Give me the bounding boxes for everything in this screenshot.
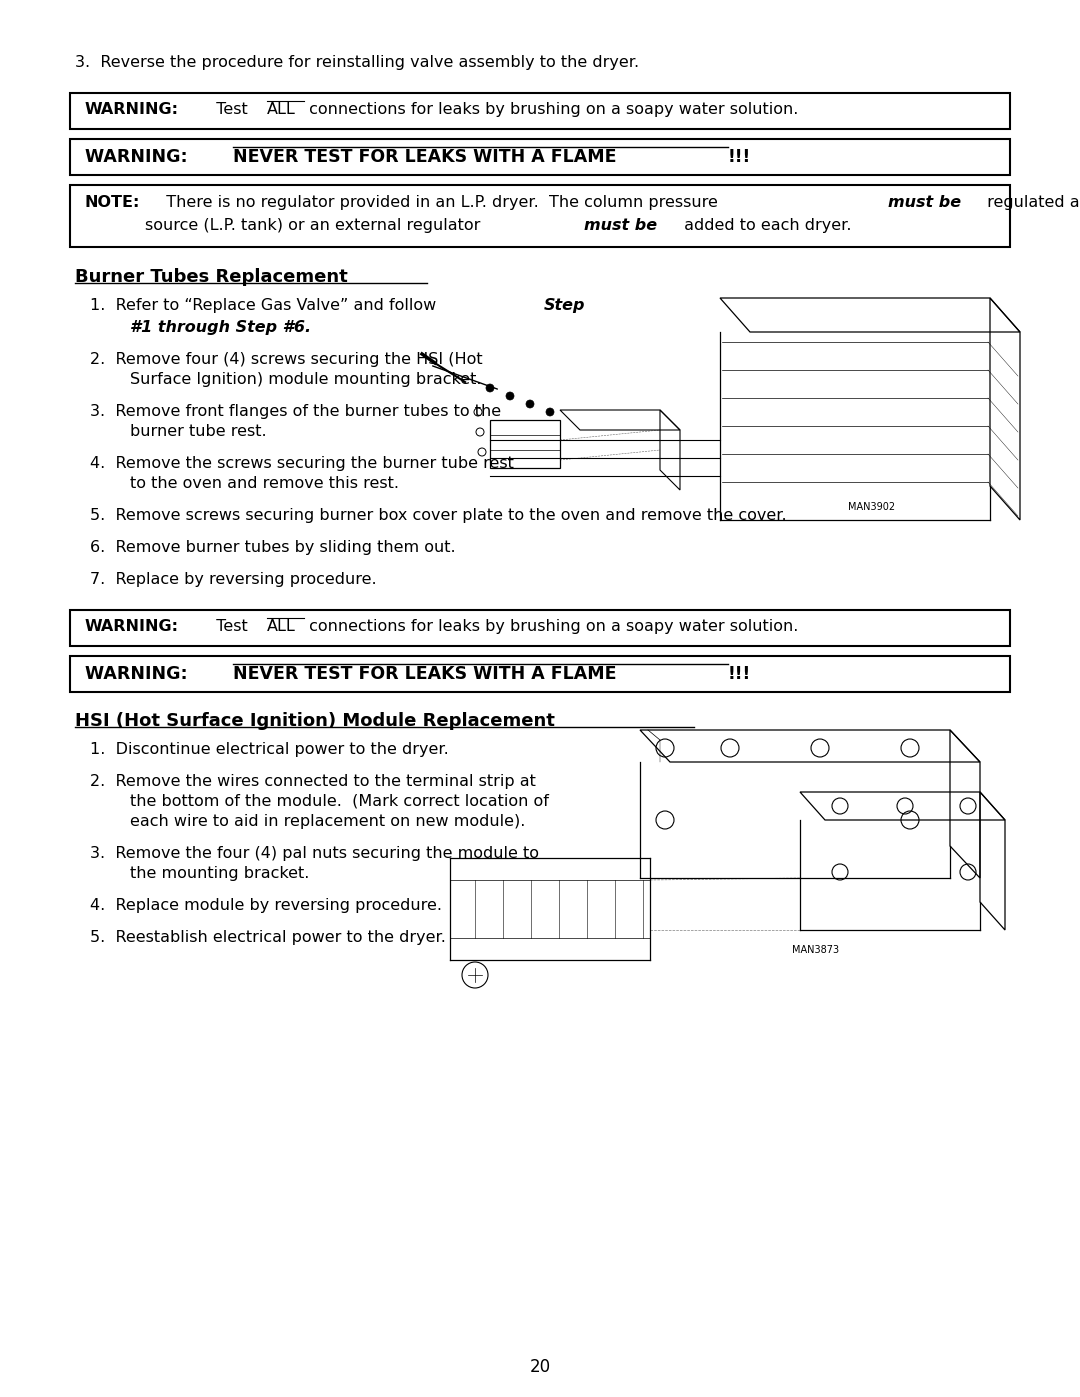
- Circle shape: [507, 393, 514, 400]
- Text: each wire to aid in replacement on new module).: each wire to aid in replacement on new m…: [130, 814, 525, 828]
- Text: Surface Ignition) module mounting bracket.: Surface Ignition) module mounting bracke…: [130, 372, 482, 387]
- Text: #1 through Step #6.: #1 through Step #6.: [130, 320, 311, 335]
- Text: WARNING:: WARNING:: [85, 148, 200, 166]
- Text: NOTE:: NOTE:: [85, 196, 140, 210]
- Text: 5.  Remove screws securing burner box cover plate to the oven and remove the cov: 5. Remove screws securing burner box cov…: [90, 509, 786, 522]
- Text: 5.  Reestablish electrical power to the dryer.: 5. Reestablish electrical power to the d…: [90, 930, 446, 944]
- Text: 4.  Remove the screws securing the burner tube rest: 4. Remove the screws securing the burner…: [90, 455, 514, 471]
- Text: added to each dryer.: added to each dryer.: [678, 218, 851, 233]
- Text: 4.  Replace module by reversing procedure.: 4. Replace module by reversing procedure…: [90, 898, 442, 914]
- Text: NEVER TEST FOR LEAKS WITH A FLAME: NEVER TEST FOR LEAKS WITH A FLAME: [233, 148, 617, 166]
- Text: WARNING:: WARNING:: [85, 102, 179, 117]
- Bar: [70, 657, 1010, 692]
- Text: Test: Test: [206, 619, 253, 634]
- Text: 3.  Remove front flanges of the burner tubes to the: 3. Remove front flanges of the burner tu…: [90, 404, 501, 419]
- Text: burner tube rest.: burner tube rest.: [130, 425, 267, 439]
- Text: There is no regulator provided in an L.P. dryer.  The column pressure: There is no regulator provided in an L.P…: [157, 196, 724, 210]
- Text: Burner Tubes Replacement: Burner Tubes Replacement: [75, 268, 348, 286]
- Text: Step: Step: [543, 298, 585, 313]
- Text: 3.  Remove the four (4) pal nuts securing the module to: 3. Remove the four (4) pal nuts securing…: [90, 847, 539, 861]
- Circle shape: [546, 408, 554, 416]
- Text: regulated at the: regulated at the: [983, 196, 1080, 210]
- Text: 7.  Replace by reversing procedure.: 7. Replace by reversing procedure.: [90, 571, 377, 587]
- Text: !!!: !!!: [728, 148, 751, 166]
- Text: source (L.P. tank) or an external regulator: source (L.P. tank) or an external regula…: [145, 218, 486, 233]
- Bar: [70, 610, 1010, 645]
- Bar: [70, 184, 1010, 247]
- Text: MAN3873: MAN3873: [792, 944, 839, 956]
- Text: MAN3902: MAN3902: [848, 502, 895, 511]
- Text: WARNING:: WARNING:: [85, 665, 200, 683]
- Text: 2.  Remove the wires connected to the terminal strip at: 2. Remove the wires connected to the ter…: [90, 774, 536, 789]
- Text: ALL: ALL: [267, 102, 296, 117]
- Text: Test: Test: [206, 102, 253, 117]
- Text: connections for leaks by brushing on a soapy water solution.: connections for leaks by brushing on a s…: [303, 619, 798, 634]
- Text: the mounting bracket.: the mounting bracket.: [130, 866, 309, 882]
- Text: 6.  Remove burner tubes by sliding them out.: 6. Remove burner tubes by sliding them o…: [90, 541, 456, 555]
- Text: to the oven and remove this rest.: to the oven and remove this rest.: [130, 476, 399, 490]
- Text: must be: must be: [584, 218, 658, 233]
- Text: 1.  Refer to “Replace Gas Valve” and follow: 1. Refer to “Replace Gas Valve” and foll…: [90, 298, 442, 313]
- Text: 1.  Discontinue electrical power to the dryer.: 1. Discontinue electrical power to the d…: [90, 742, 449, 757]
- Text: 2.  Remove four (4) screws securing the HSI (Hot: 2. Remove four (4) screws securing the H…: [90, 352, 483, 367]
- Text: connections for leaks by brushing on a soapy water solution.: connections for leaks by brushing on a s…: [303, 102, 798, 117]
- Bar: [70, 138, 1010, 175]
- Text: NEVER TEST FOR LEAKS WITH A FLAME: NEVER TEST FOR LEAKS WITH A FLAME: [233, 665, 617, 683]
- Bar: [70, 94, 1010, 129]
- Text: 3.  Reverse the procedure for reinstalling valve assembly to the dryer.: 3. Reverse the procedure for reinstallin…: [75, 54, 639, 70]
- Circle shape: [486, 384, 494, 393]
- Text: must be: must be: [888, 196, 961, 210]
- Text: ALL: ALL: [267, 619, 296, 634]
- Text: HSI (Hot Surface Ignition) Module Replacement: HSI (Hot Surface Ignition) Module Replac…: [75, 712, 555, 731]
- Text: 20: 20: [529, 1358, 551, 1376]
- Circle shape: [526, 400, 534, 408]
- Text: WARNING:: WARNING:: [85, 619, 179, 634]
- Text: !!!: !!!: [728, 665, 751, 683]
- Text: the bottom of the module.  (Mark correct location of: the bottom of the module. (Mark correct …: [130, 793, 549, 809]
